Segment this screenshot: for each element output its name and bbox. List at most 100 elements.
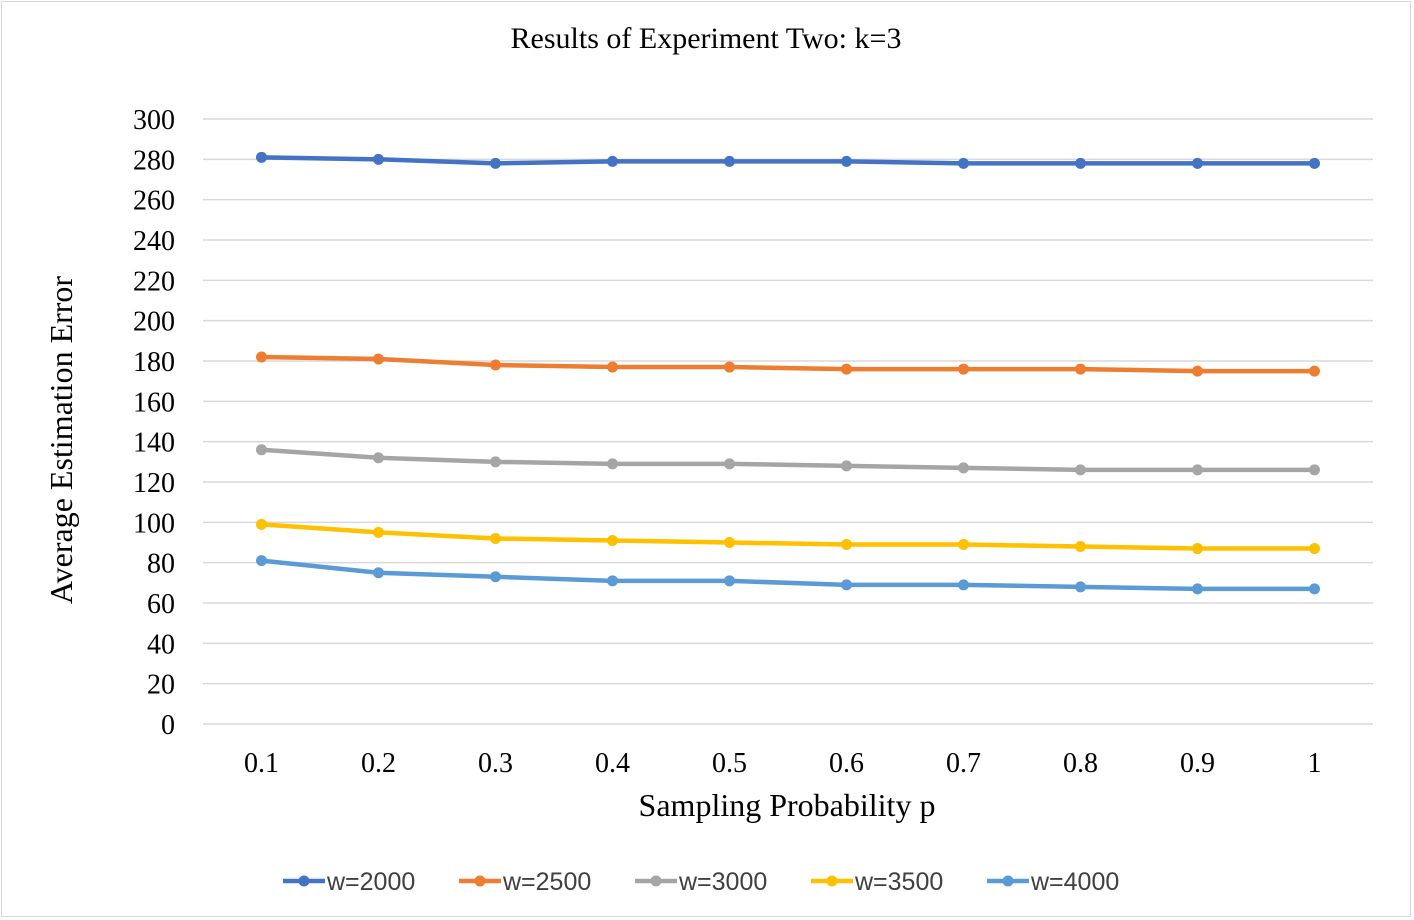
x-tick-label: 0.9	[1180, 748, 1215, 779]
data-point	[724, 458, 735, 470]
y-tick-label: 0	[161, 710, 175, 741]
data-point	[841, 460, 852, 472]
data-point	[256, 151, 267, 163]
data-point	[841, 363, 852, 375]
x-tick-label: 0.6	[829, 748, 864, 779]
data-point	[724, 361, 735, 373]
data-point	[841, 579, 852, 591]
data-point	[490, 532, 501, 544]
legend-item: w=3500	[811, 868, 943, 896]
x-axis-tick-labels: 0.1 0.2 0.3 0.4 0.5 0.6 0.7 0.8 0.9 1	[244, 748, 1322, 779]
x-tick-label: 0.8	[1063, 748, 1098, 779]
series-line	[259, 558, 1317, 592]
data-point	[1192, 543, 1203, 555]
legend-marker	[474, 875, 486, 887]
y-tick-label: 220	[133, 266, 175, 297]
data-point	[724, 537, 735, 548]
series-w=2000	[256, 151, 1320, 169]
data-point	[607, 575, 618, 587]
y-tick-label: 260	[133, 186, 175, 217]
data-point	[256, 351, 267, 363]
y-tick-label: 60	[147, 589, 175, 620]
x-tick-label: 0.1	[244, 748, 279, 779]
x-tick-label: 1	[1308, 748, 1322, 779]
data-point	[724, 155, 735, 167]
data-point	[256, 555, 267, 567]
data-point	[256, 518, 267, 530]
data-point	[1309, 543, 1320, 555]
series-lines	[256, 151, 1320, 595]
series-line	[259, 155, 1317, 166]
data-point	[607, 534, 618, 546]
x-axis-label: Sampling Probability p	[639, 787, 936, 823]
data-point	[1075, 363, 1086, 375]
data-point	[1192, 157, 1203, 169]
data-point	[373, 526, 384, 538]
legend-label: w=4000	[1030, 868, 1119, 896]
legend-marker	[826, 875, 838, 887]
legend-marker	[1002, 875, 1014, 887]
data-point	[1309, 583, 1320, 595]
legend-item: w=3000	[635, 868, 767, 896]
legend-label: w=2500	[502, 868, 591, 896]
data-point	[490, 157, 501, 169]
legend-item: w=2500	[459, 868, 591, 896]
legend-label: w=3000	[678, 868, 767, 896]
y-tick-label: 120	[133, 468, 175, 499]
data-point	[1309, 365, 1320, 377]
y-tick-label: 160	[133, 387, 175, 418]
y-tick-label: 40	[147, 629, 175, 660]
data-point	[256, 444, 267, 456]
data-point	[373, 567, 384, 579]
data-point	[958, 157, 969, 169]
series-line	[259, 354, 1317, 374]
y-tick-label: 280	[133, 145, 175, 176]
data-point	[724, 575, 735, 587]
data-point	[958, 539, 969, 551]
y-tick-label: 180	[133, 347, 175, 378]
series-w=3000	[256, 444, 1320, 476]
gridlines	[203, 118, 1373, 725]
y-tick-label: 240	[133, 226, 175, 257]
y-tick-label: 300	[133, 105, 175, 136]
data-point	[1309, 157, 1320, 169]
data-point	[1075, 581, 1086, 593]
series-w=3500	[256, 518, 1320, 555]
series-w=4000	[256, 555, 1320, 595]
data-point	[1075, 157, 1086, 169]
y-tick-label: 100	[133, 508, 175, 539]
data-point	[841, 539, 852, 551]
data-point	[958, 579, 969, 591]
legend-marker	[298, 875, 310, 887]
data-point	[1192, 583, 1203, 595]
data-point	[958, 363, 969, 375]
legend-marker	[650, 875, 662, 887]
chart-title: Results of Experiment Two: k=3	[511, 22, 902, 55]
data-point	[607, 458, 618, 470]
legend-item: w=2000	[283, 868, 415, 896]
data-point	[373, 452, 384, 464]
x-tick-label: 0.3	[478, 748, 513, 779]
y-tick-label: 200	[133, 307, 175, 338]
data-point	[490, 456, 501, 468]
y-tick-label: 80	[147, 549, 175, 580]
data-point	[490, 359, 501, 371]
series-w=2500	[256, 351, 1320, 377]
x-tick-label: 0.4	[595, 748, 630, 779]
legend-item: w=4000	[987, 868, 1119, 896]
data-point	[1075, 541, 1086, 553]
data-point	[490, 571, 501, 583]
legend-label: w=2000	[326, 868, 415, 896]
x-tick-label: 0.2	[361, 748, 396, 779]
data-point	[958, 462, 969, 474]
series-line	[259, 447, 1317, 473]
x-tick-label: 0.7	[946, 748, 981, 779]
legend: w=2000 w=2500 w=3000 w=3500 w=4000	[283, 868, 1119, 896]
data-point	[373, 353, 384, 365]
data-point	[607, 361, 618, 373]
legend-label: w=3500	[854, 868, 943, 896]
x-tick-label: 0.5	[712, 748, 747, 779]
y-tick-label: 140	[133, 428, 175, 459]
series-line	[259, 522, 1317, 551]
